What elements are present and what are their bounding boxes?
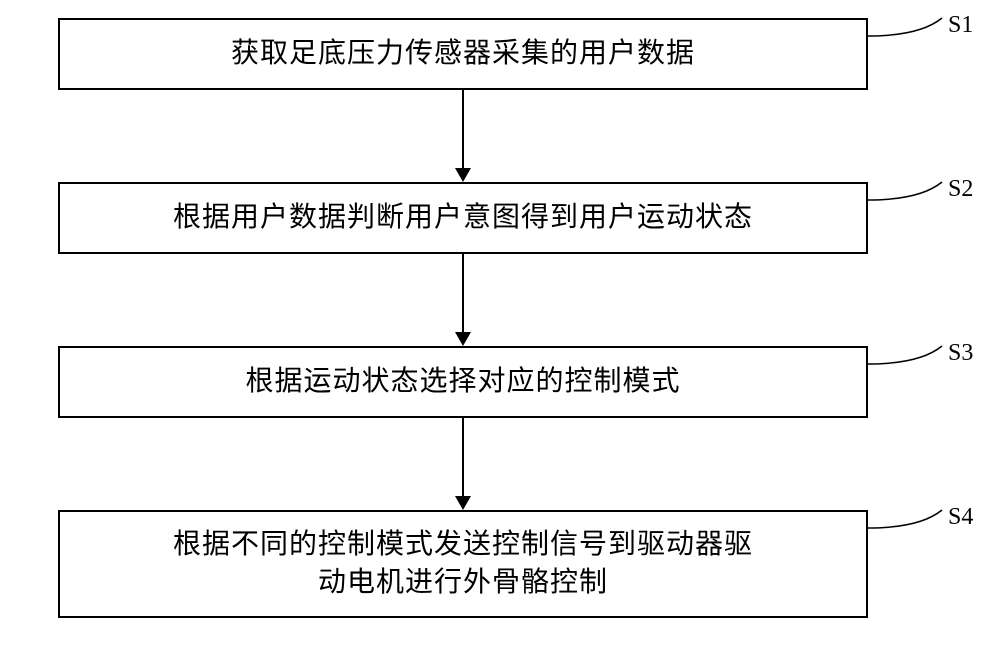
leader-s1 <box>868 18 942 36</box>
step-text-s3: 根据运动状态选择对应的控制模式 <box>245 363 680 401</box>
step-text-s4: 根据不同的控制模式发送控制信号到驱动器驱 动电机进行外骨骼控制 <box>173 526 753 602</box>
step-box-s3: 根据运动状态选择对应的控制模式 <box>58 346 868 418</box>
step-box-s1: 获取足底压力传感器采集的用户数据 <box>58 18 868 90</box>
step-label-s2: S2 <box>948 176 973 203</box>
leader-s2 <box>868 182 942 200</box>
step-text-s1: 获取足底压力传感器采集的用户数据 <box>231 35 695 73</box>
leader-s4 <box>868 510 942 528</box>
step-label-s3: S3 <box>948 340 973 367</box>
flow-arrow-2 <box>455 254 471 346</box>
leader-s3 <box>868 346 942 364</box>
flowchart-canvas: 获取足底压力传感器采集的用户数据 S1 根据用户数据判断用户意图得到用户运动状态… <box>0 0 1000 669</box>
step-text-s2: 根据用户数据判断用户意图得到用户运动状态 <box>173 199 753 237</box>
flow-arrow-1 <box>455 90 471 182</box>
flow-arrow-3 <box>455 418 471 510</box>
step-box-s2: 根据用户数据判断用户意图得到用户运动状态 <box>58 182 868 254</box>
step-label-s4: S4 <box>948 504 973 531</box>
step-box-s4: 根据不同的控制模式发送控制信号到驱动器驱 动电机进行外骨骼控制 <box>58 510 868 618</box>
step-label-s1: S1 <box>948 12 973 39</box>
